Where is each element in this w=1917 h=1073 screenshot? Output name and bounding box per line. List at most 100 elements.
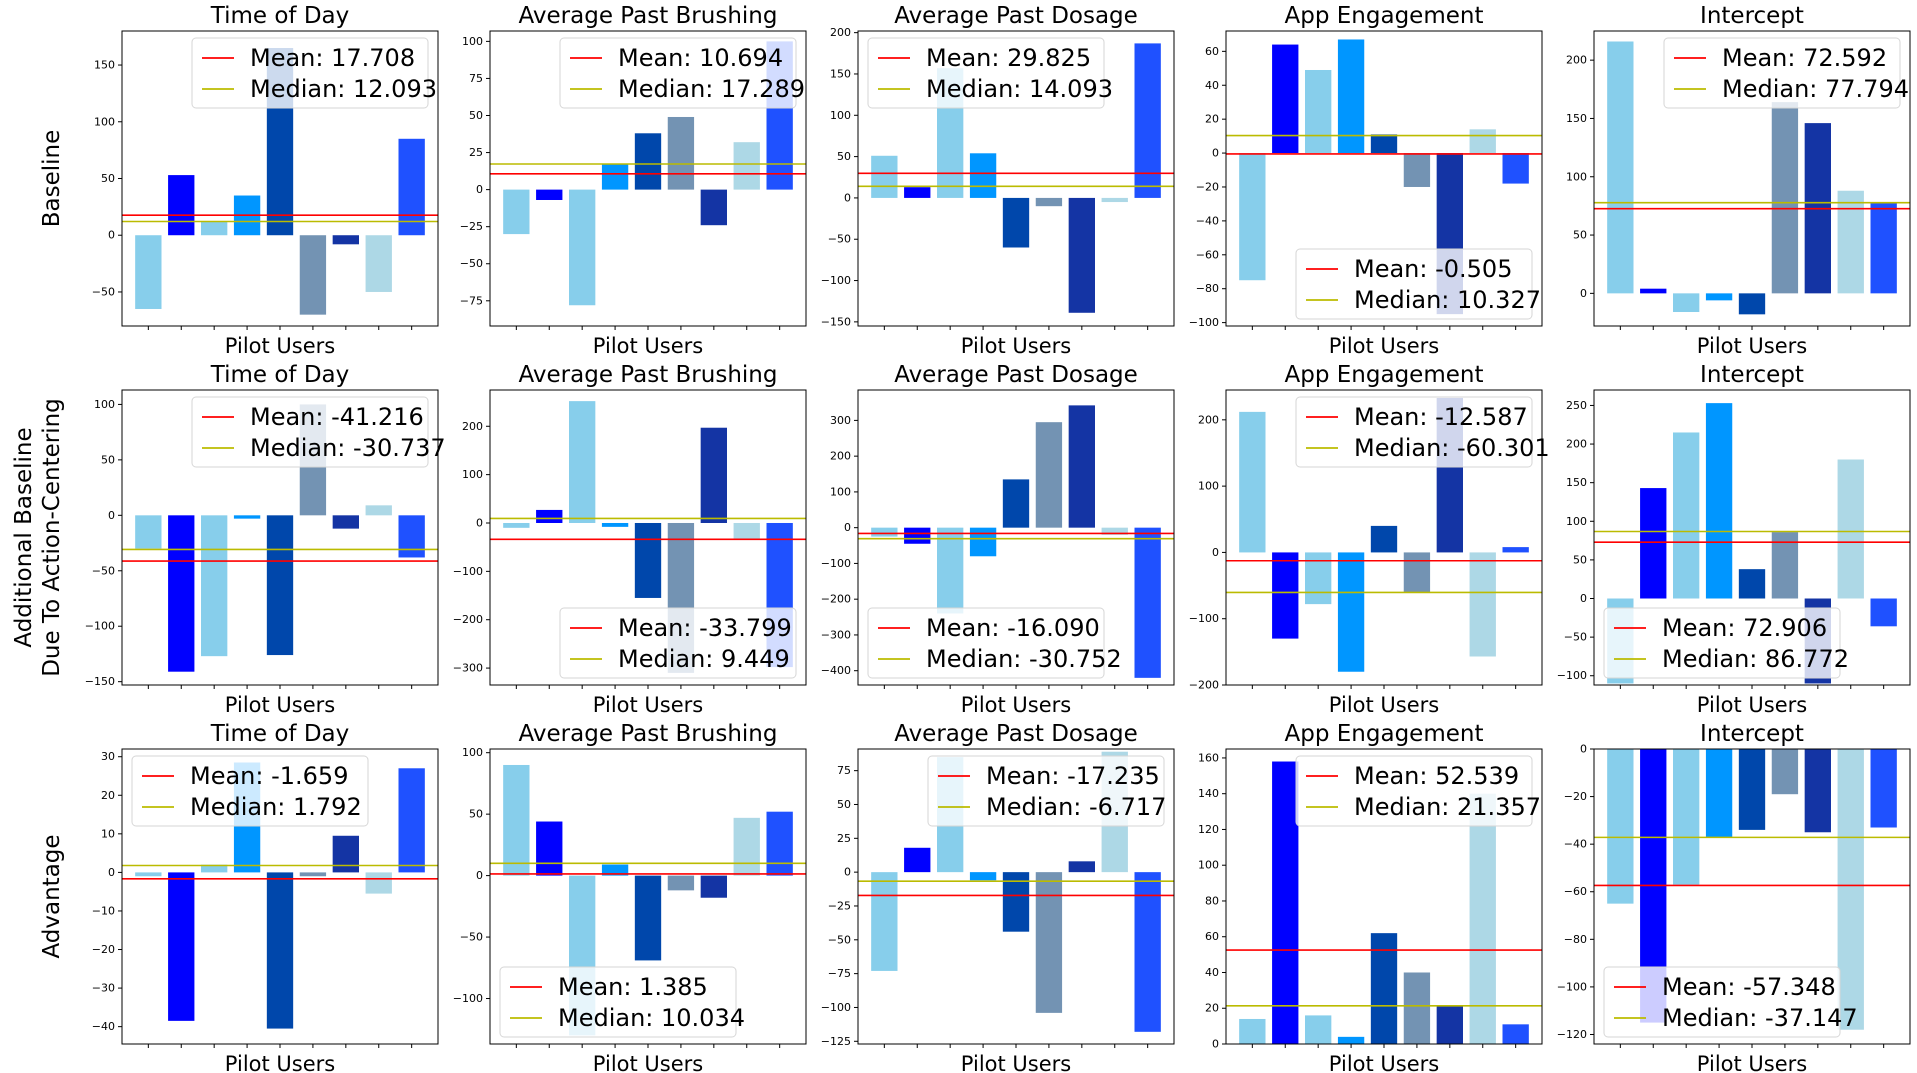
y-tick-label: −25 — [460, 220, 483, 233]
legend-median-label: Median: 21.357 — [1354, 793, 1541, 821]
bar — [332, 235, 359, 245]
subplot: −75 −50 −25 0 25 50 75 100 Average Past Brushing… — [460, 3, 807, 358]
x-axis-label: Pilot Users — [593, 693, 703, 717]
legend-mean-label: Mean: -57.348 — [1662, 973, 1836, 1001]
legend: Mean: -17.235 Median: -6.717 — [927, 755, 1166, 827]
plot-area — [490, 41, 806, 306]
bar — [1370, 933, 1398, 1044]
y-tick-label: 140 — [1198, 787, 1219, 800]
y-tick-label: 150 — [1566, 476, 1587, 489]
bar — [1673, 293, 1700, 313]
bar — [1370, 134, 1398, 154]
y-tick-label: 100 — [94, 115, 115, 128]
legend-box — [559, 37, 797, 109]
y-tick-label: 0 — [844, 866, 851, 879]
bar — [1002, 872, 1030, 932]
y-tick-label: −100 — [821, 557, 851, 570]
legend-median-label: Median: 10.034 — [558, 1004, 745, 1032]
y-tick-label: 0 — [476, 183, 483, 196]
y-tick-label: 100 — [1198, 859, 1219, 872]
y-tick-label: 100 — [830, 109, 851, 122]
y-tick-label: −40 — [92, 1020, 115, 1033]
bar — [1305, 69, 1332, 154]
legend-box — [1603, 966, 1841, 1038]
bar — [1337, 552, 1365, 672]
y-tick-label: −20 — [1196, 180, 1219, 193]
x-axis-label: Pilot Users — [961, 334, 1071, 358]
legend: Mean: -12.587 Median: -60.301 — [1295, 396, 1550, 468]
legend-median-label: Median: 86.772 — [1662, 645, 1849, 673]
bar — [969, 872, 997, 881]
legend-mean-label: Mean: -0.505 — [1354, 255, 1512, 283]
legend: Mean: 17.708 Median: 12.093 — [191, 37, 437, 109]
x-axis-label: Pilot Users — [593, 1052, 703, 1073]
y-tick-label: −50 — [828, 233, 851, 246]
bar — [398, 138, 425, 236]
legend-box — [499, 966, 737, 1038]
legend-median-label: Median: 1.792 — [190, 793, 362, 821]
bar — [332, 835, 359, 873]
y-tick-label: 100 — [462, 35, 483, 48]
y-tick-label: 300 — [830, 414, 851, 427]
legend-mean-label: Mean: -33.799 — [618, 614, 792, 642]
bar — [667, 116, 695, 190]
y-tick-label: 10 — [101, 827, 115, 840]
y-tick-label: −100 — [821, 274, 851, 287]
y-tick-label: 0 — [844, 521, 851, 534]
bar — [365, 872, 392, 894]
bar — [700, 427, 727, 523]
bar — [733, 522, 760, 540]
plot-area — [1594, 41, 1910, 315]
bar — [1502, 1024, 1529, 1044]
legend-median-label: Median: 9.449 — [618, 645, 790, 673]
bar — [634, 522, 662, 598]
y-tick-label: −80 — [1564, 933, 1587, 946]
legend-mean-label: Mean: 17.708 — [250, 44, 415, 72]
y-tick-label: 250 — [1566, 399, 1587, 412]
bar — [332, 515, 359, 529]
y-tick-label: −50 — [92, 285, 115, 298]
y-tick-label: 0 — [844, 191, 851, 204]
y-tick-label: −200 — [1189, 679, 1219, 692]
y-tick-label: −75 — [460, 294, 483, 307]
bar — [1673, 432, 1700, 599]
bar — [1870, 202, 1897, 294]
bar — [1640, 488, 1667, 599]
legend: Mean: 72.592 Median: 77.794 — [1663, 37, 1909, 109]
bar — [1134, 43, 1161, 198]
y-tick-label: −60 — [1196, 248, 1219, 261]
legend-median-label: Median: 10.327 — [1354, 286, 1541, 314]
legend-box — [1295, 248, 1533, 320]
legend-box — [1295, 396, 1533, 468]
legend-mean-label: Mean: 29.825 — [926, 44, 1091, 72]
y-tick-label: 50 — [837, 798, 851, 811]
y-tick-label: 0 — [1212, 1038, 1219, 1051]
legend-median-label: Median: -6.717 — [986, 793, 1166, 821]
x-axis-label: Pilot Users — [225, 693, 335, 717]
legend-box — [1603, 607, 1841, 679]
subplot-title: Intercept — [1700, 3, 1804, 29]
bar — [233, 515, 261, 519]
y-tick-label: 20 — [101, 789, 115, 802]
subplot: −400 −300 −200 −100 0 100 200 300 Average Past D… — [821, 362, 1175, 717]
subplot: −150 −100 −50 0 50 100 Time of Day Pilot Users M… — [85, 362, 446, 717]
bar — [601, 522, 629, 527]
x-axis-label: Pilot Users — [961, 1052, 1071, 1073]
bar — [135, 515, 162, 549]
legend: Mean: 1.385 Median: 10.034 — [499, 966, 745, 1038]
y-tick-label: 50 — [101, 453, 115, 466]
y-tick-label: 0 — [476, 869, 483, 882]
subplot-title: Average Past Dosage — [894, 362, 1138, 388]
legend-box — [927, 755, 1165, 827]
bar — [1837, 749, 1864, 1030]
legend-mean-label: Mean: -12.587 — [1354, 403, 1528, 431]
bar — [1403, 552, 1431, 593]
bar — [700, 189, 727, 226]
x-axis-label: Pilot Users — [1329, 334, 1439, 358]
y-tick-label: 200 — [1566, 54, 1587, 67]
y-tick-label: 20 — [1205, 113, 1219, 126]
bar — [1035, 422, 1063, 528]
bar — [1134, 527, 1161, 678]
bar — [1272, 761, 1299, 1044]
y-tick-label: 200 — [1566, 438, 1587, 451]
